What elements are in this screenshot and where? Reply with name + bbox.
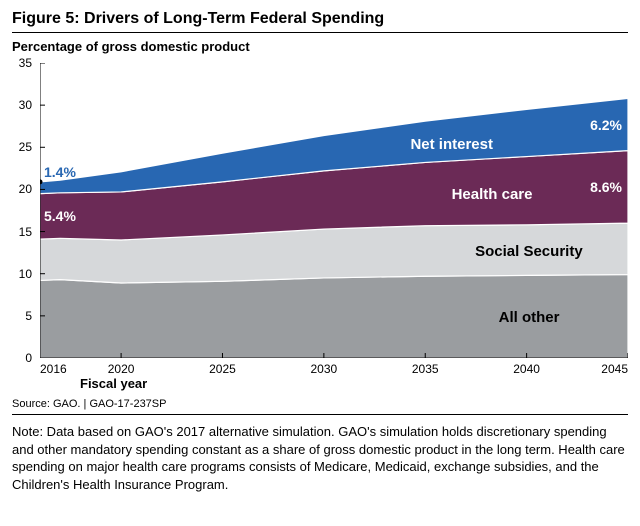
x-tick-label: 2030 — [311, 362, 338, 376]
x-tick-label: 2025 — [209, 362, 236, 376]
y-tick-label: 20 — [19, 182, 32, 196]
start-value-label: 5.4% — [44, 208, 76, 224]
end-value-label: 8.6% — [590, 179, 622, 195]
y-tick-label: 0 — [25, 351, 32, 365]
series-label: Health care — [452, 186, 533, 203]
source-divider — [12, 414, 628, 415]
chart: 05101520253035 All otherSocial SecurityH… — [12, 58, 628, 388]
x-tick-label: 2035 — [412, 362, 439, 376]
series-label: Social Security — [475, 243, 583, 260]
series-label: All other — [499, 309, 560, 326]
y-tick-label: 15 — [19, 225, 32, 239]
y-tick-label: 25 — [19, 140, 32, 154]
x-tick-label: 2020 — [108, 362, 135, 376]
start-value-label: 1.4% — [44, 164, 76, 180]
y-axis: 05101520253035 — [12, 63, 36, 358]
y-tick-label: 30 — [19, 98, 32, 112]
x-tick-label: 2045 — [601, 362, 628, 376]
x-tick-label: 2040 — [513, 362, 540, 376]
title-divider — [12, 32, 628, 33]
note-text: Note: Data based on GAO's 2017 alternati… — [12, 423, 628, 493]
source-line: Source: GAO. | GAO-17-237SP — [12, 398, 628, 410]
x-axis-title: Fiscal year — [80, 376, 147, 391]
end-value-label: 6.2% — [590, 117, 622, 133]
y-tick-label: 35 — [19, 56, 32, 70]
y-tick-label: 10 — [19, 267, 32, 281]
y-tick-label: 5 — [25, 309, 32, 323]
x-tick-label: 2016 — [40, 362, 67, 376]
y-axis-title: Percentage of gross domestic product — [12, 39, 628, 54]
series-label: Net interest — [410, 136, 493, 153]
figure-title: Figure 5: Drivers of Long-Term Federal S… — [12, 10, 628, 28]
x-axis: Fiscal year 2016 2020 2025 2030 2035 2040 2045 — [40, 360, 628, 388]
plot-area: All other Social Security Health care 8.6% 5… — [40, 63, 628, 358]
